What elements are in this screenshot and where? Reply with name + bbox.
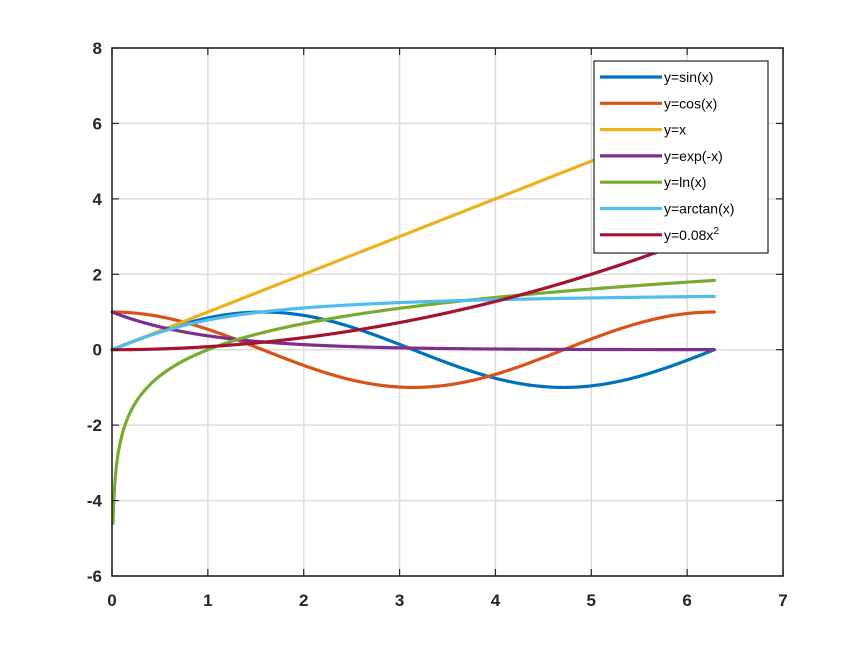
series-line-y-ln-x-	[111, 278, 716, 525]
series-line-y-cos-x-	[110, 310, 716, 390]
y-tick-label: 8	[93, 39, 102, 58]
y-tick-label: -6	[87, 567, 102, 586]
x-tick-label: 6	[682, 591, 691, 610]
legend-label: y=cos(x)	[664, 95, 717, 111]
x-tick-label: 3	[395, 591, 404, 610]
legend-label: y=arctan(x)	[664, 201, 734, 217]
y-tick-label: -4	[87, 492, 103, 511]
series-line-y-arctan-x-	[110, 294, 716, 352]
legend-label-superscript: 2	[713, 226, 719, 237]
x-tick-label: 5	[587, 591, 596, 610]
y-tick-label: 4	[93, 190, 103, 209]
x-tick-label: 1	[203, 591, 212, 610]
legend-label: y=ln(x)	[664, 174, 706, 190]
x-tick-label: 4	[491, 591, 501, 610]
axis-ticks	[111, 47, 784, 577]
series-line-y-exp-x-	[110, 310, 716, 352]
legend-label: y=sin(x)	[664, 69, 713, 85]
plot-area	[111, 47, 784, 577]
y-tick-label: 6	[93, 114, 102, 133]
x-tick-label: 7	[778, 591, 787, 610]
legend-label: y=0.08x2	[664, 226, 719, 243]
series-line-y-sin-x-	[110, 310, 716, 390]
legend: y=sin(x) y=cos(x) y=x y=exp(-x) y=ln(x) y=arc…	[593, 60, 769, 254]
axis-tick-labels: 0 1 2 3 4 5 6 7 -6 -4 -2 0 2 4 6 8	[87, 39, 788, 610]
y-tick-label: 2	[93, 265, 102, 284]
y-tick-label: 0	[93, 341, 102, 360]
x-tick-label: 2	[299, 591, 308, 610]
series-line-y-0-08x2	[110, 229, 716, 352]
legend-label: y=exp(-x)	[664, 148, 723, 164]
x-tick-label: 0	[107, 591, 116, 610]
legend-label: y=x	[664, 122, 686, 138]
y-tick-label: -2	[87, 416, 102, 435]
